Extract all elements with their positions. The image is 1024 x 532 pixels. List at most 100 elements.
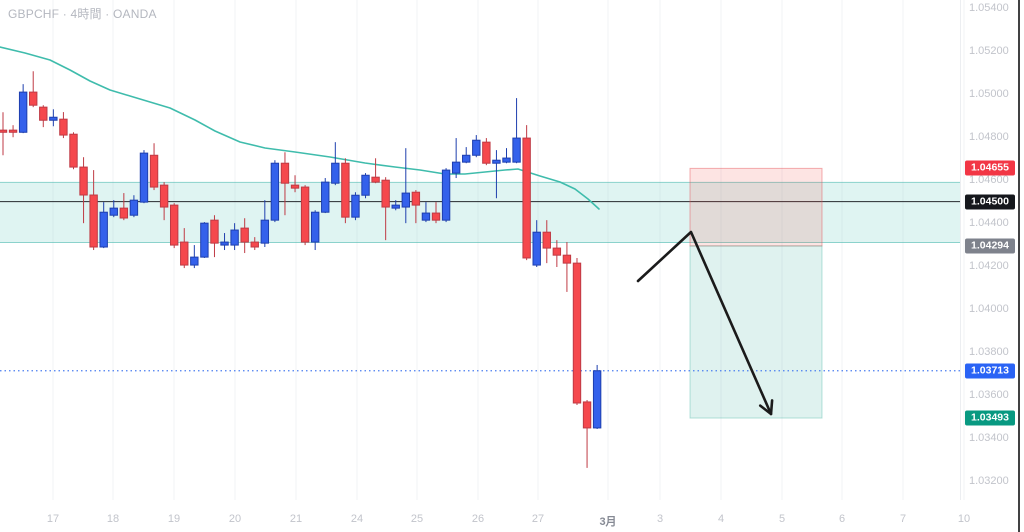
candle-body-down [341, 162, 350, 218]
price-axis-label: 1.05400 [969, 2, 1009, 15]
price-axis-label: 1.05000 [969, 88, 1009, 101]
candle-body-down [69, 133, 78, 168]
candle-body-up [462, 154, 471, 163]
time-axis-label: 6 [838, 513, 846, 525]
price-axis[interactable]: 1.05400 1.05200 1.05000 1.04800 1.04600 1.044… [960, 0, 1018, 500]
time-axis-label: 19 [167, 513, 181, 525]
candle-body-down [210, 219, 219, 244]
time-axis-label: 25 [410, 513, 424, 525]
candle-body-down [482, 141, 491, 164]
candle-body-down [149, 154, 159, 188]
candle-body-down [371, 176, 380, 183]
candle-body-down [79, 166, 88, 196]
candle-body-down [431, 212, 441, 221]
window-divider [1018, 0, 1020, 532]
candle-body-down [8, 129, 18, 133]
time-axis-label: 10 [957, 513, 971, 525]
candle-body-down [59, 118, 68, 136]
candle-body-up [331, 162, 340, 184]
candle-body-down [180, 241, 189, 266]
candle-body-down [119, 207, 129, 219]
price-axis-label: 1.03600 [969, 389, 1009, 402]
symbol-title: GBPCHF · 4時間 · OANDA [8, 7, 157, 21]
candle-body-up [99, 211, 108, 248]
candle-body-up [391, 204, 400, 209]
candlesticks [0, 71, 602, 468]
candle-body-up [592, 370, 602, 429]
candle-body-up [421, 212, 431, 221]
arrow-head [758, 399, 774, 416]
time-axis-label: 4 [717, 513, 725, 525]
price-axis-label: 1.04400 [969, 217, 1009, 230]
time-axis-label: 5 [778, 513, 786, 525]
candle-body-down [300, 186, 310, 243]
time-axis-label: 27 [531, 513, 545, 525]
price-axis-label: 1.05200 [969, 45, 1009, 58]
candle-body-up [190, 256, 199, 266]
candle-body-down [169, 204, 179, 246]
candle-body-down [89, 194, 98, 248]
candle-body-down [522, 137, 531, 259]
candle-body-up [451, 161, 461, 174]
candle-body-up [18, 91, 28, 133]
candle-body-down [250, 241, 259, 248]
time-axis-label: 3月 [599, 516, 617, 528]
candle-body-down [381, 179, 390, 208]
candle-body-up [532, 231, 541, 266]
candle-body-up [109, 207, 118, 216]
candle-body-down [572, 262, 582, 404]
candle-body-down [0, 129, 8, 133]
level-line-badge: 1.04500 [965, 194, 1015, 210]
price-axis-label: 1.03800 [969, 346, 1009, 359]
price-axis-separator [960, 0, 961, 500]
zone-boundary-badge: 1.04294 [965, 238, 1015, 254]
candle-body-up [321, 181, 330, 213]
candle-body-up [230, 229, 239, 246]
candle-body-down [582, 401, 592, 429]
candle-body-up [200, 222, 209, 258]
candle-body-up [441, 169, 451, 221]
candle-body-up [512, 137, 521, 163]
price-axis-label: 1.03200 [969, 475, 1009, 487]
time-axis-label: 3 [656, 513, 664, 525]
candle-body-down [159, 184, 169, 208]
target-zone-rect[interactable] [689, 245, 823, 419]
candle-body-up [492, 159, 501, 164]
candle-body-down [280, 162, 290, 184]
price-axis-label: 1.04600 [969, 174, 1009, 187]
time-axis-label: 24 [350, 513, 364, 525]
time-axis[interactable]: 17 18 19 20 21 24 25 26 27 3月 3 4 5 6 7 10 [0, 500, 1024, 532]
supply-zone-rect[interactable] [689, 167, 823, 247]
candle-body-up [270, 162, 280, 221]
candle-body-down [542, 231, 551, 249]
candle-body-up [129, 199, 139, 216]
candle-body-up [361, 174, 370, 196]
price-axis-label: 1.04200 [969, 260, 1009, 273]
candle-body-down [39, 106, 48, 121]
candle-body-down [29, 91, 38, 106]
current-price-badge: 1.03713 [965, 363, 1015, 379]
candle-body-down [240, 227, 249, 243]
candle-body-up [502, 157, 511, 163]
time-axis-label: 18 [106, 513, 120, 525]
candle-body-up [260, 219, 270, 244]
trend-arrow-drawing[interactable] [636, 230, 774, 416]
target-zone-bottom-badge: 1.03493 [965, 410, 1015, 426]
gridlines [52, 0, 965, 500]
candle-body-down [562, 254, 572, 264]
time-axis-label: 7 [899, 513, 907, 525]
time-axis-label: 21 [289, 513, 303, 525]
time-axis-label: 17 [46, 513, 60, 525]
candle-body-down [411, 191, 421, 206]
candle-body-down [290, 184, 300, 189]
time-axis-label: 26 [471, 513, 485, 525]
price-axis-label: 1.04800 [969, 131, 1009, 144]
candle-body-up [472, 139, 481, 156]
price-axis-label: 1.04000 [969, 303, 1009, 316]
price-axis-label: 1.03400 [969, 432, 1009, 445]
candle-body-up [49, 116, 58, 121]
candle-body-up [310, 211, 320, 243]
candle-body-up [351, 194, 360, 218]
